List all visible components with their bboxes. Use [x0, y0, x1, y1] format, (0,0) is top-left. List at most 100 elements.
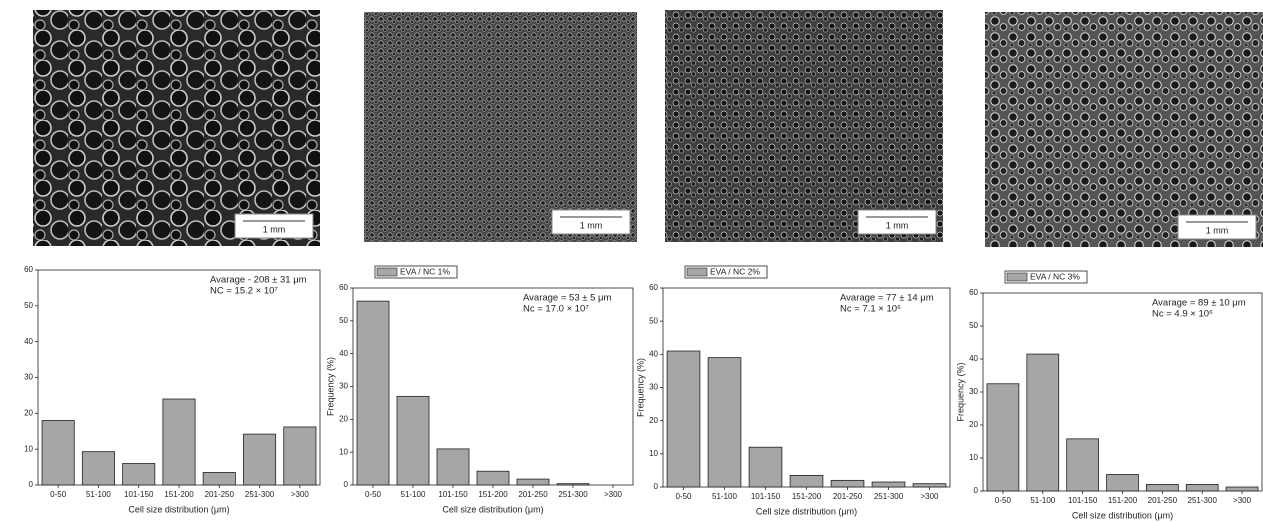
x-tick-label: 201-250: [205, 490, 235, 499]
bar: [162, 398, 196, 486]
annotation: Avarage = 53 ± 5 μm: [523, 293, 611, 304]
y-tick-label: 30: [339, 382, 348, 391]
y-tick-label: 50: [339, 316, 348, 325]
bar: [986, 383, 1020, 492]
chart: 0 10 20 30 40 50 60 0-50 51-100 101-150 151-200 201…: [955, 270, 1263, 520]
annotation: Avarage = 77 ± 14 μm: [840, 293, 934, 304]
bar: [1146, 483, 1179, 492]
sem-image: [985, 12, 1263, 247]
annotation: Nc = 4.9 × 10⁶: [1152, 309, 1213, 320]
y-tick-label: 20: [969, 420, 978, 429]
y-tick-label: 0: [344, 480, 349, 489]
x-tick-label: 201-250: [518, 490, 548, 499]
x-tick-label: 151-200: [1108, 496, 1138, 505]
x-axis-label: Cell size distribution (μm): [128, 504, 229, 514]
x-tick-label: >300: [1233, 496, 1252, 505]
y-tick-label: 10: [24, 444, 33, 453]
x-tick-label: 51-100: [712, 492, 737, 501]
annotation: Avarage - 208 ± 31 μm: [210, 275, 307, 286]
y-tick-label: 0: [29, 480, 34, 489]
bar: [396, 395, 430, 486]
y-tick-label: 60: [339, 283, 348, 292]
bar: [476, 470, 510, 486]
scale-bar-label: 1 mm: [886, 220, 909, 230]
x-tick-label: 151-200: [164, 490, 194, 499]
chart: 0 10 20 30 40 50 60 0-50 51-100 101-150 151-200 201…: [635, 265, 951, 516]
x-tick-label: 0-50: [365, 490, 382, 499]
bar: [748, 446, 783, 488]
scale-bar-label: 1 mm: [1206, 225, 1229, 235]
x-tick-label: 51-100: [86, 490, 111, 499]
chart: 0 10 20 30 40 50 60 0-50 51-100 101-150 151-200 201…: [24, 265, 321, 514]
x-tick-label: 0-50: [50, 490, 67, 499]
y-tick-label: 40: [339, 349, 348, 358]
bar: [1225, 486, 1259, 492]
y-tick-label: 30: [969, 387, 978, 396]
x-axis-label: Cell size distribution (μm): [442, 504, 543, 514]
y-tick-label: 20: [339, 414, 348, 423]
x-tick-label: 151-200: [478, 490, 508, 499]
bar: [202, 472, 236, 486]
scale-bar-label: 1 mm: [263, 224, 286, 234]
bar: [1185, 483, 1219, 492]
y-tick-label: 10: [969, 453, 978, 462]
bar: [356, 300, 390, 486]
bar: [283, 426, 317, 486]
legend-label: EVA / NC 1%: [400, 266, 450, 276]
annotation: Avarage = 89 ± 10 μm: [1152, 298, 1246, 309]
y-tick-label: 0: [974, 486, 979, 495]
y-axis-label: Frequency (%): [635, 358, 645, 417]
chart: 0 10 20 30 40 50 60 0-50 51-100 101-150 151-200 201…: [325, 265, 634, 514]
y-tick-label: 50: [24, 301, 33, 310]
bar: [41, 420, 75, 486]
bar: [789, 474, 824, 488]
legend-swatch: [376, 267, 398, 277]
x-tick-label: 0-50: [675, 492, 692, 501]
y-tick-label: 60: [969, 288, 978, 297]
y-tick-label: 60: [649, 283, 658, 292]
scale-bar-box: [551, 209, 631, 235]
y-tick-label: 30: [24, 373, 33, 382]
bar: [666, 350, 701, 488]
sem-image: [665, 10, 943, 242]
scale-bar-box: [234, 213, 314, 239]
legend-label: EVA / NC 2%: [710, 266, 760, 276]
y-tick-label: 10: [649, 449, 658, 458]
x-tick-label: 251-300: [558, 490, 588, 499]
y-tick-label: 30: [649, 383, 658, 392]
x-tick-label: 101-150: [438, 490, 468, 499]
annotation: NC = 15.2 × 10⁷: [210, 286, 278, 297]
y-tick-label: 50: [969, 321, 978, 330]
y-tick-label: 40: [649, 349, 658, 358]
bar: [871, 481, 906, 488]
legend-swatch: [686, 267, 708, 277]
annotation: Nc = 17.0 × 10⁷: [523, 304, 589, 315]
bar: [1106, 474, 1139, 492]
bar: [243, 433, 277, 486]
x-axis-label: Cell size distribution (μm): [756, 506, 857, 516]
bar: [122, 463, 156, 486]
x-tick-label: 251-300: [874, 492, 904, 501]
sem-image: [33, 10, 320, 246]
y-tick-label: 20: [649, 416, 658, 425]
bar: [1026, 353, 1060, 492]
bar: [707, 357, 742, 488]
legend-label: EVA / NC 3%: [1030, 271, 1080, 281]
x-tick-label: 101-150: [751, 492, 781, 501]
y-tick-label: 40: [969, 354, 978, 363]
scale-bar-label: 1 mm: [580, 220, 603, 230]
y-axis-label: Frequency (%): [325, 357, 335, 416]
y-tick-label: 50: [649, 316, 658, 325]
x-tick-label: >300: [920, 492, 939, 501]
bar: [556, 483, 590, 486]
bar: [912, 483, 947, 488]
x-tick-label: 251-300: [245, 490, 275, 499]
x-tick-label: 251-300: [1188, 496, 1218, 505]
x-tick-label: 201-250: [1148, 496, 1178, 505]
sem-image: [364, 12, 637, 242]
x-axis-label: Cell size distribution (μm): [1072, 510, 1173, 520]
plot-frame: [352, 287, 634, 486]
plot-frame: [662, 287, 951, 488]
